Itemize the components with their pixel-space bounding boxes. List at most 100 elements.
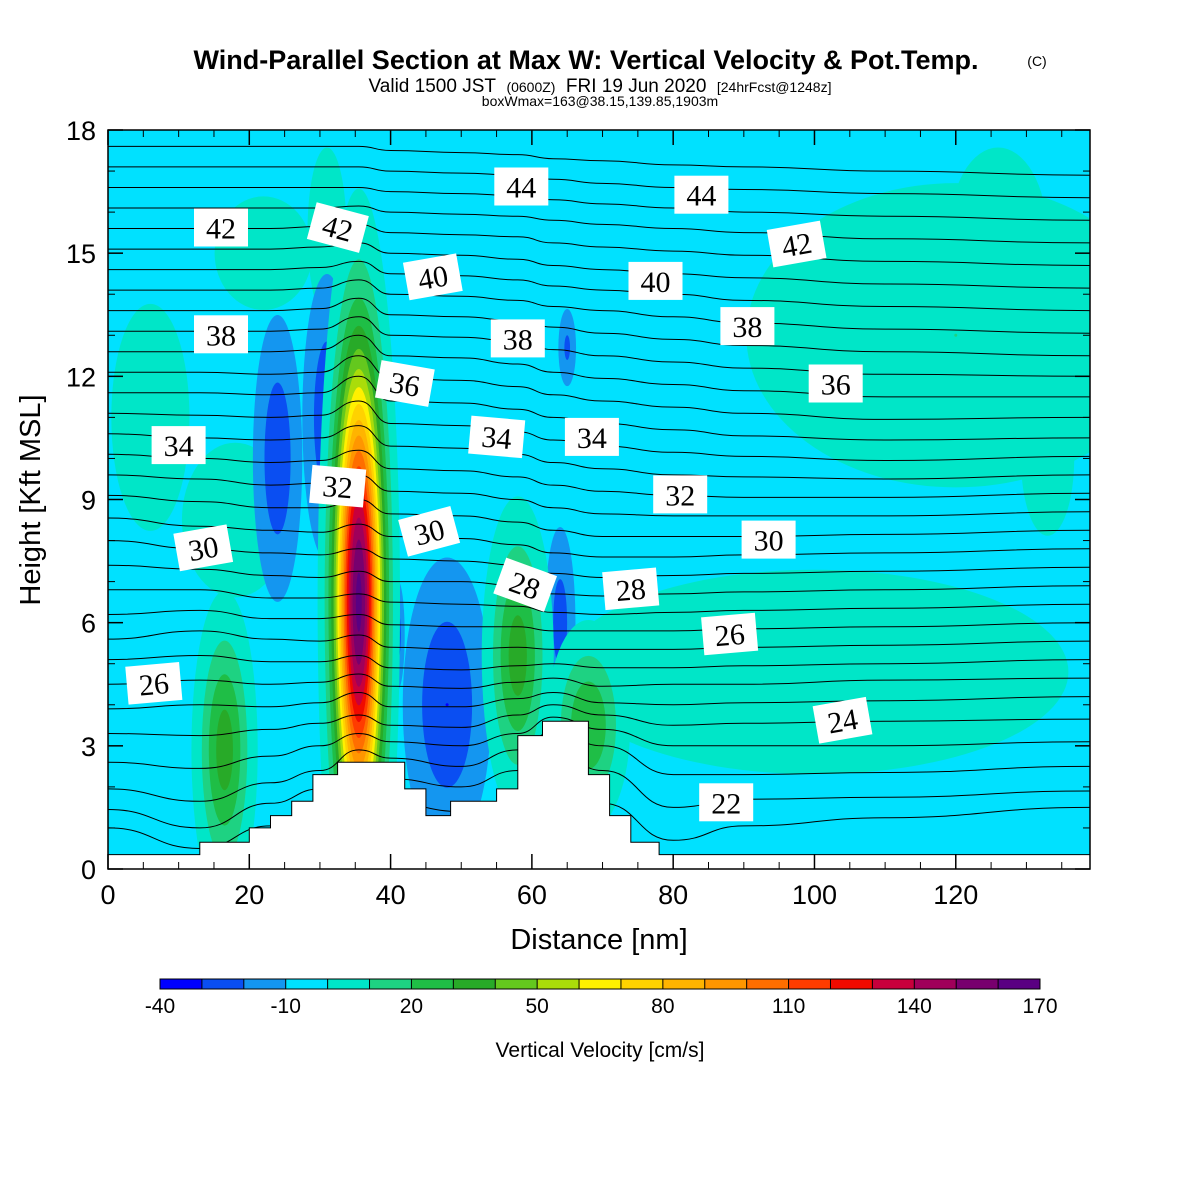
colorbar-swatch: [830, 979, 873, 989]
isentrope-label: 42: [194, 208, 248, 247]
colorbar-swatch: [914, 979, 957, 989]
colorbar-swatch: [285, 979, 328, 989]
isentrope-label-box: [812, 696, 873, 744]
isentrope-label: 42: [306, 202, 369, 253]
colorbar-swatch: [579, 979, 622, 989]
isentrope-line: [108, 673, 1090, 689]
isentrope-label-text: 22: [711, 787, 741, 820]
colorbar-swatch: [872, 979, 915, 989]
w-contour-band: [216, 709, 233, 791]
isentrope-label-box: [151, 426, 206, 465]
isentrope-label: 34: [468, 415, 526, 459]
x-tick-label: 120: [933, 880, 978, 910]
isentrope-label-box: [490, 319, 545, 358]
isentrope-label-box: [173, 524, 234, 572]
colorbar-swatch: [369, 979, 412, 989]
isentrope-label-text: 32: [665, 479, 695, 512]
terrain-silhouette: [107, 720, 1091, 870]
isentrope-line: [108, 654, 1090, 671]
colorbar-swatch: [453, 979, 496, 989]
isentrope-label-box: [398, 505, 461, 557]
x-tick-label: 80: [658, 880, 688, 910]
w-contour-band: [355, 572, 362, 632]
x-axis-label: Distance [nm]: [510, 924, 687, 956]
colorbar: -40 -10 20 50 80 110 140 170: [145, 978, 1058, 1018]
isentrope-label-text: 26: [713, 618, 746, 653]
colorbar-tick-label: 50: [525, 995, 548, 1018]
isentrope-label-box: [602, 567, 660, 611]
isentrope-label-text: 36: [387, 366, 422, 404]
colorbar-swatch: [956, 979, 999, 989]
colorbar-swatch: [998, 979, 1041, 989]
colorbar-swatch: [327, 979, 370, 989]
isentrope-label-box: [701, 612, 759, 656]
colorbar-tick-label: 110: [772, 995, 805, 1018]
isentrope-label: 38: [720, 307, 775, 346]
isentrope-label: 28: [493, 557, 558, 612]
isentrope-label: 30: [398, 505, 461, 557]
isentrope-label: 24: [812, 696, 873, 744]
isentrope-label-box: [306, 202, 369, 253]
colorbar-title: Vertical Velocity [cm/s]: [496, 1039, 705, 1062]
copyright-mark: (C): [1027, 53, 1046, 69]
isentrope-label: 34: [564, 417, 619, 456]
updraft-core: [111, 303, 190, 531]
isentrope-line: [108, 517, 1090, 558]
isentrope-label-text: 38: [503, 323, 533, 356]
isentrope-label: 40: [402, 253, 463, 301]
isentrope-label-box: [720, 307, 775, 346]
w-contour-band: [564, 335, 571, 360]
isentrope-label-text: 38: [732, 311, 762, 344]
isentrope-label-box: [628, 261, 683, 300]
isentrope-line: [108, 355, 1090, 420]
colorbar-tick-label: -40: [145, 995, 175, 1018]
isentrope-line: [108, 145, 1090, 176]
updraft-core: [317, 188, 400, 869]
isentrope-line: [108, 474, 1090, 517]
isentrope-line: [108, 242, 1090, 289]
isentrope-label: 36: [374, 360, 435, 407]
y-tick-label: 9: [81, 486, 96, 516]
isentrope-label-box: [494, 167, 549, 206]
isentrope-label: 26: [701, 612, 759, 656]
isentrope-label-box: [699, 783, 754, 822]
isentrope-label-text: 26: [138, 667, 171, 702]
updraft-core: [191, 590, 258, 869]
isentrope-label-box: [194, 208, 248, 247]
isentrope-label-box: [468, 415, 526, 459]
isentrope-label-box: [493, 557, 558, 612]
y-tick-label: 15: [66, 239, 96, 269]
colorbar-tick-label: 80: [651, 995, 674, 1018]
w-contour-band: [954, 333, 958, 337]
isentrope-label: 30: [173, 524, 234, 572]
isentrope-label-text: 44: [686, 180, 716, 213]
isentrope-label-text: 36: [821, 369, 851, 402]
plot-area: 42 42 44 44 42 40 40 38 38 38 36 36 34 34 34 32 32 30 30 30…: [107, 129, 1091, 870]
isentrope-label: 40: [628, 261, 683, 300]
colorbar-swatch: [704, 979, 747, 989]
isentrope-line: [108, 279, 1090, 334]
isentrope-line: [108, 716, 1090, 769]
colorbar-swatch: [620, 979, 664, 989]
isentrope-label: 42: [766, 220, 827, 268]
colorbar-tick-label: 170: [1022, 995, 1057, 1018]
isentrope-label: 34: [151, 426, 206, 465]
colorbar-swatch: [411, 979, 454, 989]
isentrope-line: [108, 609, 1090, 632]
isentrope-label: 44: [494, 167, 549, 206]
isentrope-label-box: [741, 520, 796, 559]
isentrope-label-box: [766, 220, 827, 268]
isentrope-label-text: 44: [506, 172, 536, 205]
w-contour-band: [264, 382, 291, 535]
w-contour-band: [560, 569, 1069, 775]
isentrope-label-text: 30: [186, 530, 221, 568]
updraft-core: [560, 569, 1069, 775]
chart-title: Wind-Parallel Section at Max W: Vertical…: [194, 45, 979, 75]
isentrope-label: 30: [741, 520, 796, 559]
isentrope-label-text: 38: [206, 319, 236, 352]
isentrope-label: 44: [674, 175, 729, 214]
isentrope-label-text: 30: [754, 525, 784, 558]
isentrope-label: 22: [699, 783, 754, 822]
isentrope-label-text: 42: [206, 213, 236, 246]
